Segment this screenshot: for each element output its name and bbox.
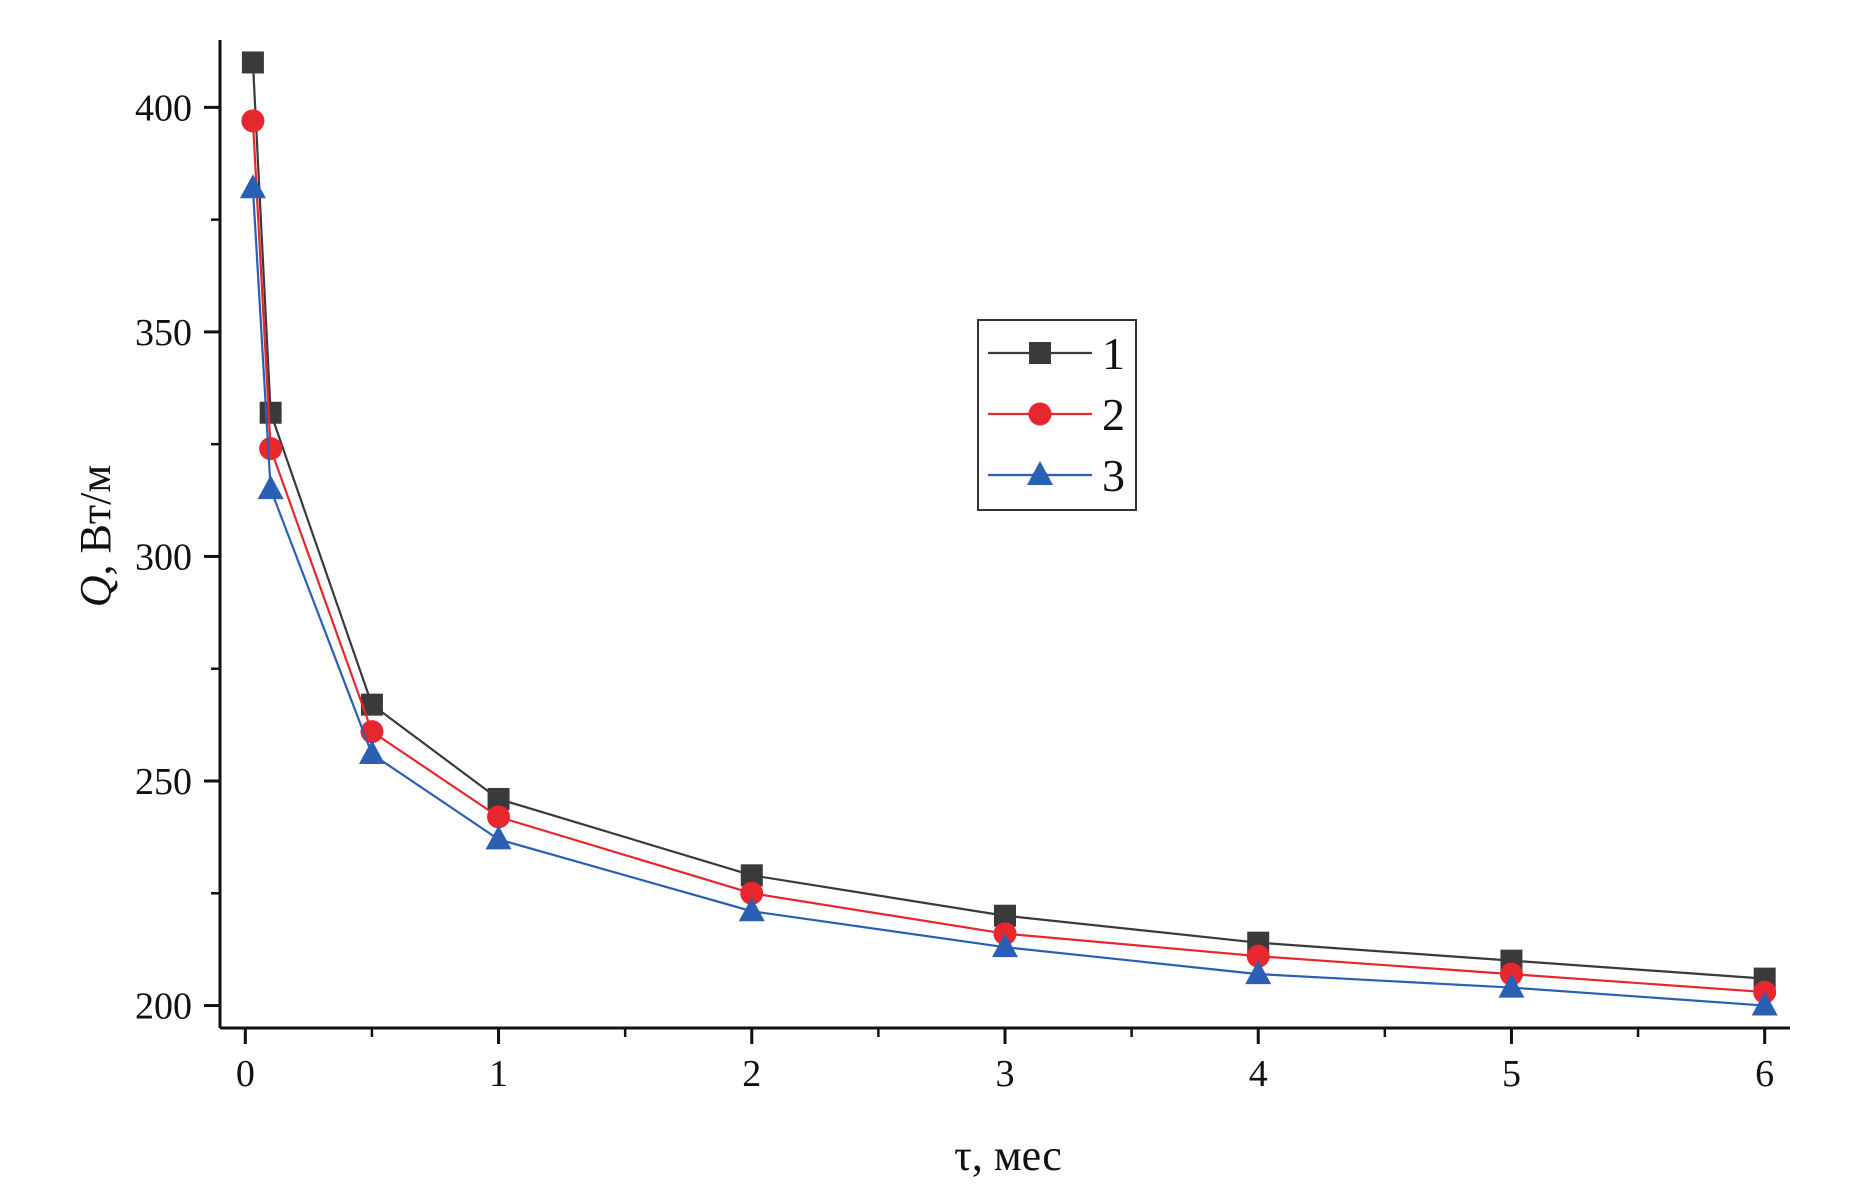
data-point-3	[1751, 991, 1778, 1016]
data-point-1	[487, 787, 510, 810]
legend-item-3: 3	[988, 450, 1125, 501]
legend-marker	[1028, 402, 1052, 426]
y-axis-title-symbol: Q	[71, 575, 120, 607]
data-point-1	[241, 51, 264, 74]
data-point-3	[257, 475, 284, 500]
data-point-3	[485, 825, 512, 850]
x-tick-label: 6	[1755, 1053, 1774, 1095]
legend: 1 2 3	[977, 319, 1137, 511]
legend-marker	[1027, 461, 1053, 485]
data-point-3	[358, 740, 385, 765]
data-point-2	[259, 437, 283, 461]
legend-label: 1	[1102, 328, 1125, 379]
x-axis-title: τ, мес	[954, 1131, 1062, 1180]
data-point-3	[239, 174, 266, 199]
y-axis-title-unit: , Вт/м	[71, 465, 120, 576]
x-tick-label: 2	[742, 1053, 761, 1095]
data-point-3	[992, 933, 1018, 958]
x-tick-label: 1	[489, 1053, 508, 1095]
legend-marker	[1029, 342, 1051, 364]
data-point-1	[740, 864, 763, 887]
legend-item-2: 2	[988, 389, 1125, 440]
x-tick-label: 5	[1502, 1053, 1521, 1095]
legend-label: 3	[1102, 450, 1125, 501]
y-tick-label: 200	[135, 986, 192, 1028]
y-axis-title: Q, Вт/м	[71, 465, 120, 607]
data-point-2	[1246, 944, 1270, 968]
legend-item-1: 1	[988, 328, 1125, 379]
y-tick-label: 300	[135, 536, 192, 578]
series-line-2	[251, 120, 1765, 994]
data-point-2	[487, 805, 511, 829]
data-point-1	[360, 693, 383, 716]
series-layer	[239, 51, 1778, 1016]
series-line-3	[251, 188, 1765, 1007]
axes	[218, 40, 1790, 1030]
data-point-3	[1245, 960, 1272, 985]
data-point-1	[994, 904, 1016, 927]
x-tick-label: 4	[1249, 1053, 1268, 1095]
y-tick-label: 400	[135, 87, 192, 129]
y-tick-label: 350	[135, 312, 192, 354]
ticks: 0 1 2 3 4 5 6 200 250 300 350 400	[135, 87, 1774, 1095]
x-tick-label: 3	[996, 1053, 1015, 1095]
data-point-1	[259, 401, 282, 424]
legend-label: 2	[1102, 389, 1125, 440]
y-tick-label: 250	[135, 761, 192, 803]
series-2	[241, 109, 1777, 1004]
series-1	[241, 51, 1776, 990]
data-point-3	[1498, 973, 1525, 998]
series-3	[239, 174, 1778, 1016]
data-point-2	[740, 881, 764, 905]
data-point-2	[241, 109, 265, 133]
series-line-1	[251, 62, 1765, 980]
x-tick-label: 0	[236, 1053, 255, 1095]
data-point-3	[738, 897, 765, 922]
